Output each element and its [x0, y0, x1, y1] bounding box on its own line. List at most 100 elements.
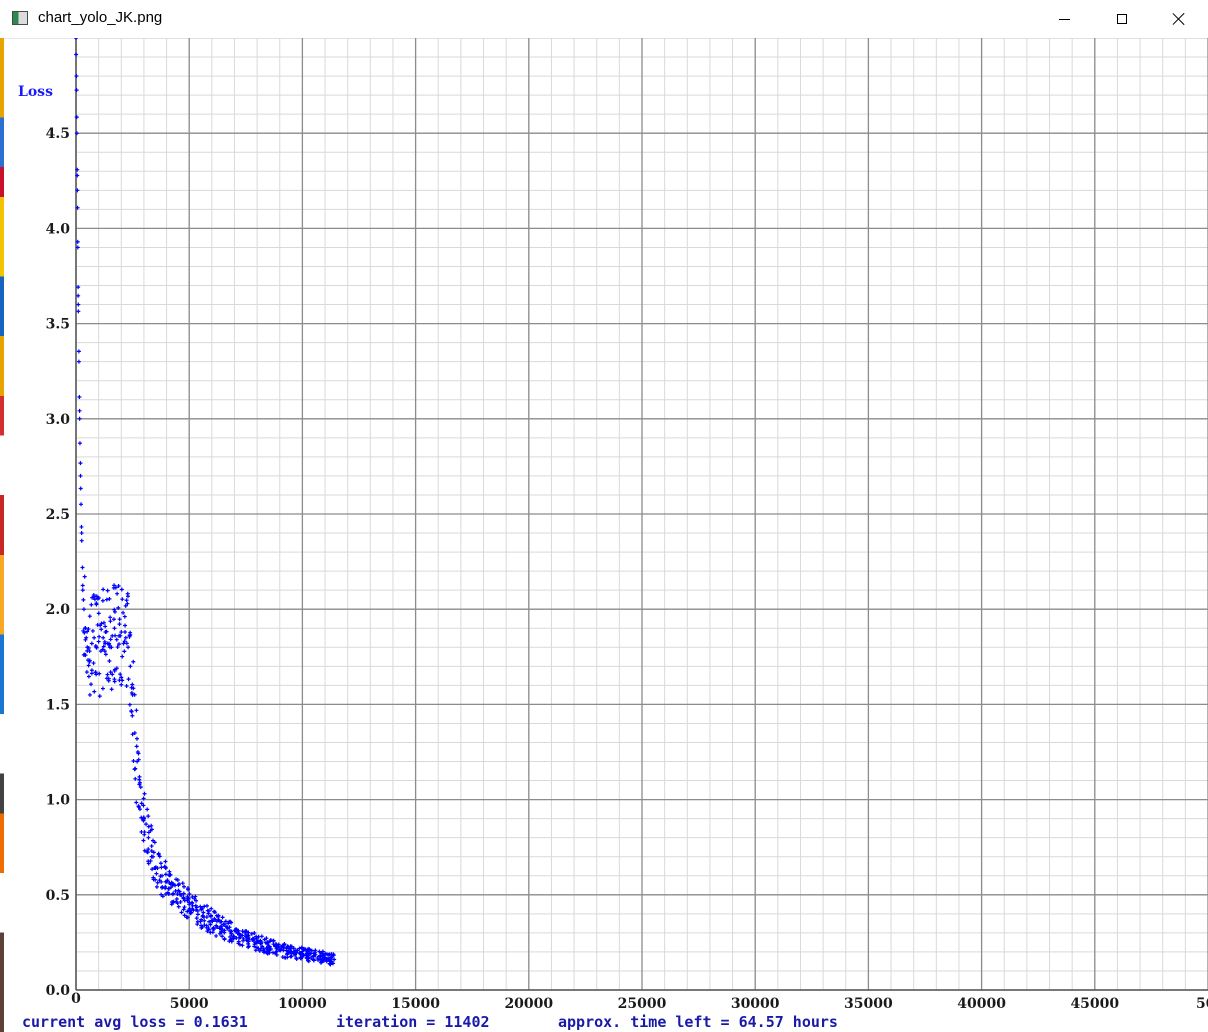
- loss-point: [104, 629, 109, 634]
- loss-point: [79, 524, 84, 529]
- loss-point: [243, 934, 248, 939]
- loss-point: [306, 956, 311, 961]
- loss-point: [175, 901, 180, 906]
- loss-point: [77, 394, 82, 399]
- loss-point: [211, 925, 216, 930]
- loss-point: [148, 858, 153, 863]
- loss-point: [329, 960, 334, 965]
- loss-point: [94, 594, 99, 599]
- loss-point: [90, 628, 95, 633]
- maximize-button[interactable]: [1093, 0, 1151, 38]
- loss-point: [149, 823, 154, 828]
- loss-point: [165, 878, 170, 883]
- loss-point: [206, 908, 211, 913]
- loss-point: [150, 854, 155, 859]
- loss-point: [131, 659, 136, 664]
- loss-point: [187, 909, 192, 914]
- loss-point: [89, 641, 94, 646]
- loss-point: [332, 957, 337, 962]
- x-tick-label: 45000: [1070, 996, 1119, 1012]
- loss-point: [137, 807, 142, 812]
- loss-point: [216, 913, 221, 918]
- loss-point: [115, 591, 120, 596]
- loss-point: [255, 938, 260, 943]
- loss-point: [285, 951, 290, 956]
- loss-point: [74, 74, 79, 79]
- loss-chart: 0.0 0.5 1.0 1.5 2.0 2.5 3.0 3.5 4.0 4.5 0 5000 1000…: [4, 38, 1208, 1032]
- loss-point: [246, 937, 251, 942]
- y-tick-label: 1.0: [46, 793, 71, 809]
- loss-point: [299, 956, 304, 961]
- loss-point: [133, 776, 138, 781]
- loss-point: [306, 959, 311, 964]
- loss-point: [108, 615, 113, 620]
- loss-point: [331, 953, 336, 958]
- loss-point: [146, 861, 151, 866]
- loss-point: [91, 661, 96, 666]
- loss-point: [84, 635, 89, 640]
- loss-point: [236, 928, 241, 933]
- loss-point: [257, 948, 262, 953]
- loss-point: [120, 678, 125, 683]
- x-tick-label: 50: [1196, 996, 1208, 1012]
- image-file-icon: [12, 11, 28, 25]
- loss-point: [293, 948, 298, 953]
- loss-point: [81, 597, 86, 602]
- x-tick-label: 15000: [391, 996, 440, 1012]
- loss-point: [216, 918, 221, 923]
- y-tick-label: 2.0: [46, 602, 71, 618]
- loss-point: [99, 621, 104, 626]
- maximize-icon: [1117, 14, 1127, 24]
- close-button[interactable]: [1150, 0, 1208, 38]
- loss-point: [195, 908, 200, 913]
- loss-point: [121, 610, 126, 615]
- loss-point: [119, 630, 124, 635]
- loss-point: [304, 948, 309, 953]
- loss-point: [152, 840, 157, 845]
- loss-point: [141, 838, 146, 843]
- loss-point: [266, 945, 271, 950]
- loss-point: [311, 958, 316, 963]
- loss-point: [146, 824, 151, 829]
- loss-point: [97, 634, 102, 639]
- loss-point: [85, 629, 90, 634]
- loss-point: [151, 877, 156, 882]
- loss-point: [76, 285, 81, 290]
- iteration-text: iteration = 11402: [336, 1013, 490, 1031]
- loss-point: [114, 666, 119, 671]
- loss-point: [220, 934, 225, 939]
- loss-point: [79, 538, 84, 543]
- loss-point: [202, 923, 207, 928]
- loss-point: [178, 899, 183, 904]
- loss-point: [149, 827, 154, 832]
- loss-point: [123, 623, 128, 628]
- minimize-button[interactable]: [1035, 0, 1093, 38]
- loss-point: [167, 873, 172, 878]
- minimize-icon: [1058, 18, 1070, 20]
- loss-point: [312, 950, 317, 955]
- loss-point: [184, 915, 189, 920]
- loss-point: [236, 939, 241, 944]
- loss-point: [92, 597, 97, 602]
- loss-point: [181, 907, 186, 912]
- y-tick-label: 0.5: [46, 888, 70, 904]
- y-axis-ticks: 0.0 0.5 1.0 1.5 2.0 2.5 3.0 3.5 4.0 4.5: [46, 126, 71, 999]
- y-tick-label: 1.5: [46, 697, 70, 713]
- loss-point: [132, 730, 137, 735]
- loss-point: [82, 574, 87, 579]
- loss-point: [150, 867, 155, 872]
- loss-point: [282, 942, 287, 947]
- loss-point: [222, 936, 227, 941]
- loss-point: [229, 920, 234, 925]
- loss-point: [118, 633, 123, 638]
- y-tick-label: 0.0: [46, 983, 71, 999]
- loss-point: [204, 925, 209, 930]
- loss-point: [75, 173, 80, 178]
- loss-point: [107, 659, 112, 664]
- loss-point: [204, 903, 209, 908]
- loss-point: [297, 946, 302, 951]
- loss-point: [76, 359, 81, 364]
- loss-point: [274, 946, 279, 951]
- loss-point: [289, 950, 294, 955]
- y-tick-label: 2.5: [46, 507, 70, 523]
